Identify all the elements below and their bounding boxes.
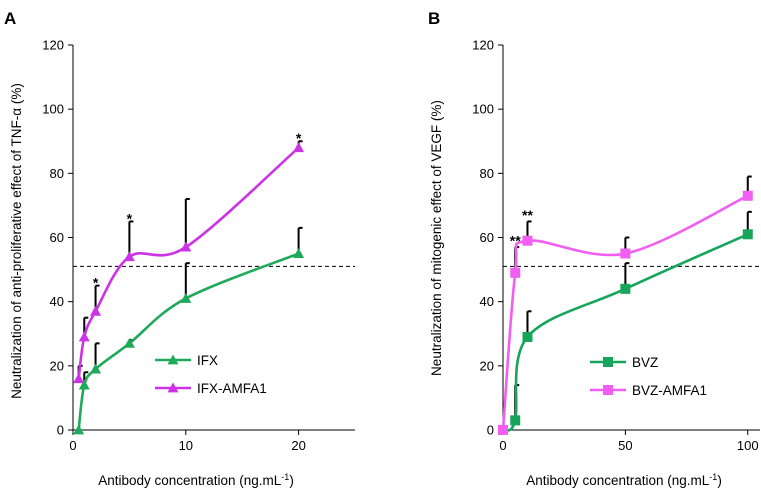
panel-a-series-ifx-amfa1-point <box>78 331 90 342</box>
panel-a-series-ifx-point <box>78 379 90 390</box>
panel-b-x-axis-label-close: ) <box>717 473 722 488</box>
panel-b-series-bvz-legend-label: BVZ <box>632 355 658 370</box>
panel-a-series-ifx-point <box>180 292 192 303</box>
panel-a-y-tick-label: 120 <box>42 38 64 53</box>
panel-a-series-ifx-amfa1-point <box>293 142 305 153</box>
panel-a-series-ifx-point <box>73 424 85 435</box>
panel-a-y-tick-label: 40 <box>50 294 64 309</box>
panel-a-significance-marker: * <box>93 274 99 290</box>
panel-a-y-tick-label: 20 <box>50 358 64 373</box>
panel-b-series-bvz-point <box>510 415 521 426</box>
panel-a-y-axis-label: Neutralization of anti-proliferative eff… <box>9 83 24 399</box>
panel-b-x-axis-label-sup: -1 <box>709 472 717 482</box>
panel-b-y-tick-label: 0 <box>487 423 494 438</box>
panel-b-series-bvz-point <box>620 283 631 294</box>
panel-a-significance-marker: * <box>296 130 302 146</box>
panel-b-series-bvz-legend-marker <box>603 357 613 367</box>
panel-a-x-tick-label: 0 <box>69 438 76 453</box>
panel-a-series-ifx-point <box>90 363 102 374</box>
panel-b-y-tick-label: 80 <box>480 166 494 181</box>
panel-b-series-bvz-amfa1-legend-marker <box>603 385 613 395</box>
panel-a-y-tick-label: 0 <box>57 423 64 438</box>
panel-a-series-ifx-amfa1-point <box>73 373 85 384</box>
panel-b-x-tick-label: 100 <box>737 438 759 453</box>
panel-a-y-tick-label: 80 <box>50 166 64 181</box>
panel-a-series-ifx-amfa1-point <box>90 305 102 316</box>
panel-a-series-ifx-amfa1-point <box>123 251 135 262</box>
panel-b-y-tick-label: 100 <box>472 102 494 117</box>
panel-b-series-bvz-amfa1-line <box>501 194 749 431</box>
panel-a-series-ifx-amfa1-legend-label: IFX-AMFA1 <box>197 381 267 396</box>
panel-a-letter: A <box>4 9 16 28</box>
panel-a-series-ifx-amfa1-point <box>180 241 192 252</box>
panel-b-series-bvz-amfa1-point <box>620 248 631 259</box>
panel-b-series-bvz-point <box>742 229 753 240</box>
panel-b-y-tick-label: 20 <box>480 358 494 373</box>
panel-b-series-bvz-amfa1-point <box>742 190 753 201</box>
panel-a-x-axis-label: Antibody concentration (ng.mL-1) <box>98 472 294 488</box>
panel-a-series-ifx-point <box>123 337 135 348</box>
panel-b-y-tick-label: 40 <box>480 294 494 309</box>
panel-a-series-ifx-legend-marker <box>167 354 179 365</box>
panel-b-y-axis-label: Neutralization of mitogenic effect of VE… <box>429 100 444 376</box>
panel-a-tnf-neutralization: A Neutralization of anti-proliferative e… <box>4 9 355 488</box>
panel-b-series-bvz-amfa1-point <box>498 425 508 435</box>
panel-a-x-tick-label: 10 <box>179 438 193 453</box>
panel-a-y-tick-label: 100 <box>42 102 64 117</box>
panel-a-x-axis-label-sup: -1 <box>281 472 289 482</box>
panel-b-significance-marker: ** <box>522 207 533 223</box>
panel-a-series-ifx-point <box>293 248 305 258</box>
panel-b-x-axis-label-main: Antibody concentration (ng.mL <box>526 473 710 488</box>
panel-b-x-tick-label: 50 <box>618 438 632 453</box>
panel-b-y-tick-label: 60 <box>480 230 494 245</box>
panel-b-series-bvz-point <box>522 331 533 342</box>
panel-a-x-tick-label: 20 <box>291 438 305 453</box>
panel-b-x-axis-label: Antibody concentration (ng.mL-1) <box>526 472 722 488</box>
panel-a-x-axis-label-close: ) <box>289 473 294 488</box>
panel-b-y-tick-label: 120 <box>472 38 494 53</box>
panel-b-series-bvz-amfa1-point <box>510 267 521 278</box>
panel-a-x-axis-label-main: Antibody concentration (ng.mL <box>98 473 282 488</box>
panel-b-significance-marker: ** <box>510 233 521 249</box>
panel-b-series-bvz-amfa1-legend-label: BVZ-AMFA1 <box>632 383 707 398</box>
panel-a-y-tick-label: 60 <box>50 230 64 245</box>
panel-b-vegf-neutralization: B Neutralization of mitogenic effect of … <box>428 9 760 488</box>
panel-a-series-ifx-legend-label: IFX <box>197 353 218 368</box>
panel-a-series-ifx-amfa1-legend-marker <box>167 382 179 393</box>
panel-b-series-bvz-amfa1-point <box>522 235 533 246</box>
panel-a-significance-marker: * <box>127 210 133 226</box>
panel-b-letter: B <box>428 9 440 28</box>
panel-b-x-tick-label: 0 <box>499 438 506 453</box>
